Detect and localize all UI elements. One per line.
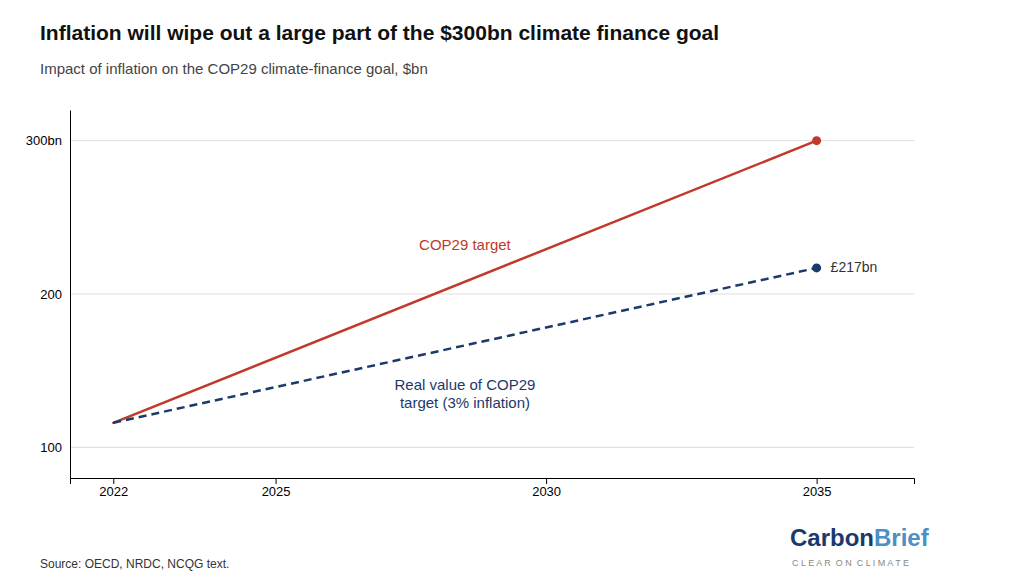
series-line	[113, 268, 816, 423]
x-tick-mark	[546, 478, 547, 484]
labels: COP29 target Real value of COP29target (3…	[394, 236, 877, 412]
grid-line	[70, 294, 914, 295]
subtitle: Impact of inflation on the COP29 climate…	[40, 60, 428, 77]
y-tick-label: 200	[40, 287, 62, 302]
logo-part: Carbon	[790, 524, 874, 551]
title: Inflation will wipe out a large part of …	[40, 21, 719, 44]
x-tick-label: 2035	[803, 484, 832, 499]
end-marker	[812, 263, 821, 272]
y-tick-label: 300bn	[26, 133, 62, 148]
x-tick-mark	[817, 478, 818, 484]
y-tick: 300bn	[26, 133, 70, 148]
end-marker	[812, 136, 821, 145]
grid	[70, 141, 914, 448]
y-axis: 100 200 300bn	[26, 111, 71, 479]
logo-part: Brief	[874, 524, 930, 551]
x-tick-mark	[113, 478, 114, 484]
y-axis-line	[70, 111, 71, 479]
annotation: £217bn	[831, 259, 878, 275]
x-tick-mark	[276, 478, 277, 484]
x-axis: 2022 2025 2030 2035	[71, 478, 915, 499]
x-axis-line	[71, 479, 915, 485]
x-tick-label: 2022	[99, 484, 128, 499]
series-label: Real value of COP29target (3% inflation)	[394, 376, 535, 411]
plot-area	[113, 136, 821, 423]
y-tick: 200	[40, 287, 70, 302]
x-tick: 2030	[532, 478, 561, 499]
x-tick: 2025	[262, 478, 291, 499]
series-label: COP29 target	[419, 236, 512, 253]
logo-tagline: C L E A R O N C L I M A T E	[792, 558, 909, 568]
y-tick: 100	[40, 440, 70, 455]
grid-line	[70, 140, 914, 141]
x-tick: 2035	[803, 478, 832, 499]
series-line	[113, 141, 816, 423]
chart: Inflation will wipe out a large part of …	[0, 0, 1024, 588]
x-tick: 2022	[99, 478, 128, 499]
grid-line	[70, 447, 914, 448]
y-tick-label: 100	[40, 440, 62, 455]
source: Source: OECD, NRDC, NCQG text.	[40, 557, 229, 571]
logo: CarbonBrief	[790, 524, 930, 551]
x-tick-label: 2030	[532, 484, 561, 499]
x-tick-label: 2025	[262, 484, 291, 499]
